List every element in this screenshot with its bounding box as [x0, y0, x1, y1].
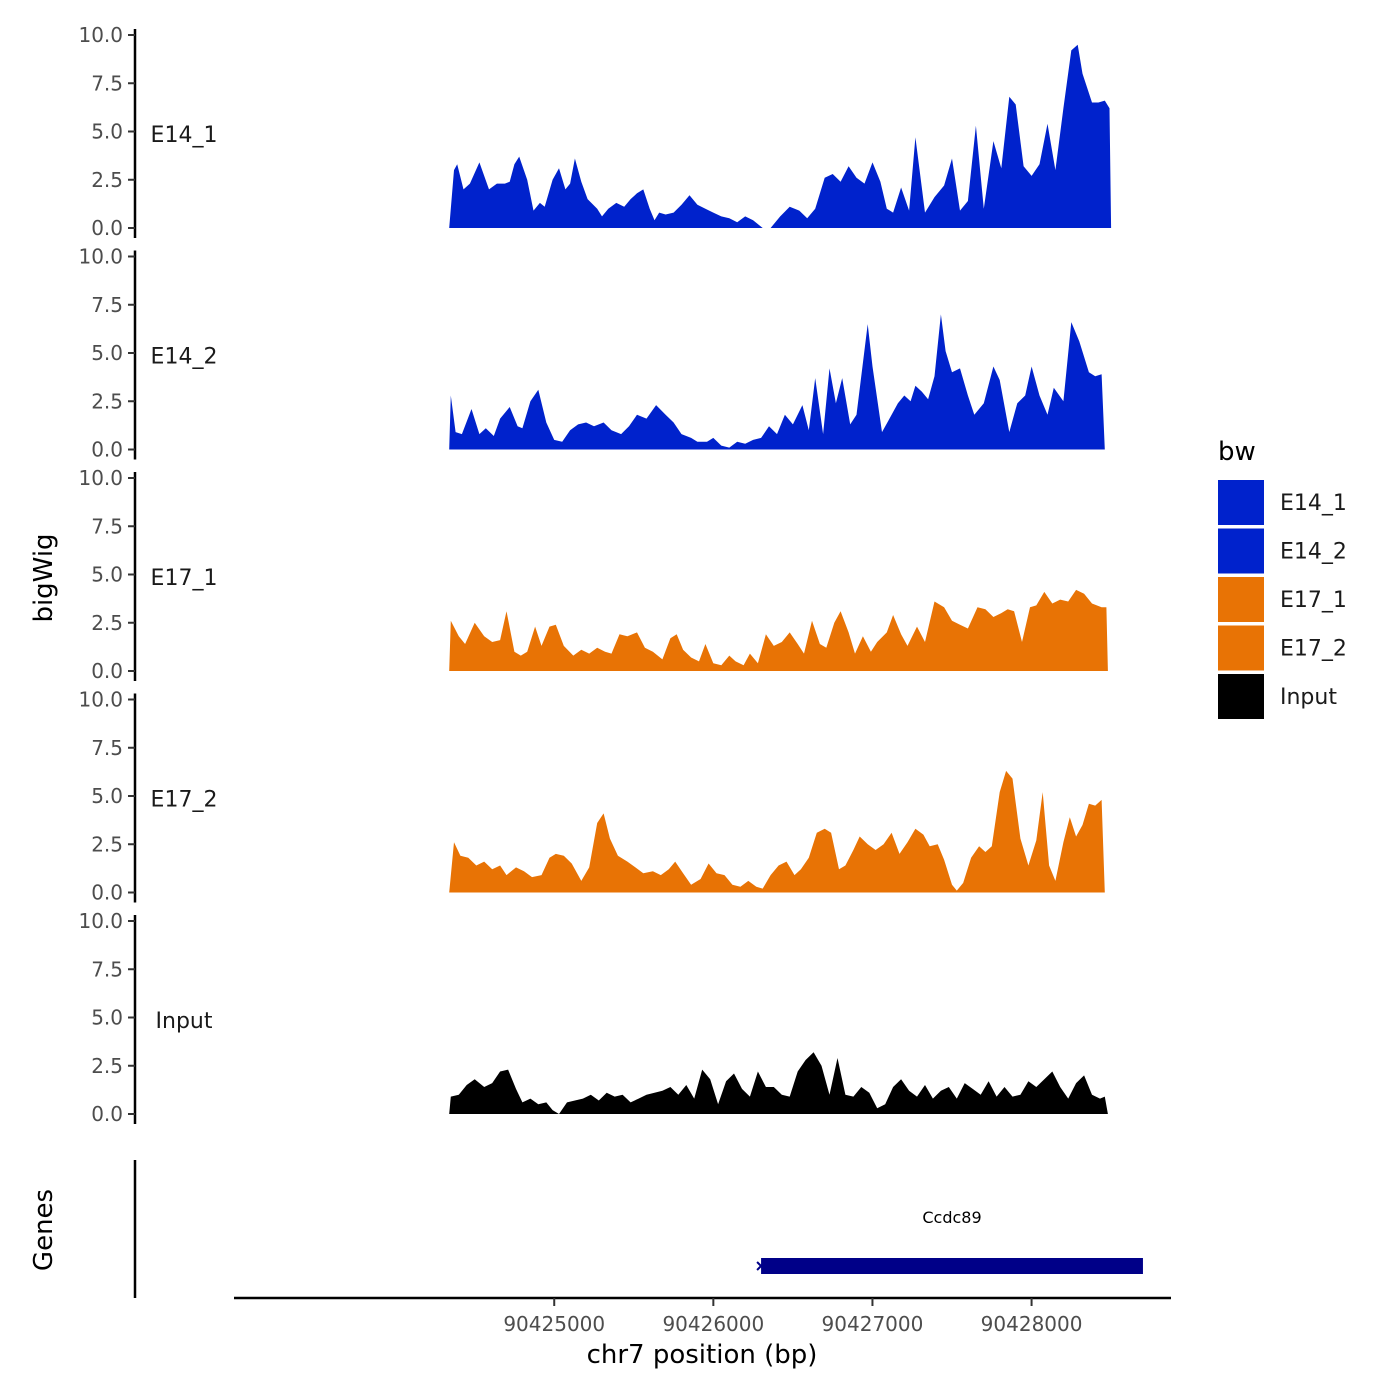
- y-tick-label: 0.0: [91, 881, 123, 905]
- y-tick-label: 5.0: [91, 341, 123, 365]
- y-axis-title: bigWig: [29, 533, 59, 622]
- track-label: E14_2: [151, 345, 218, 370]
- y-tick-label: 5.0: [91, 563, 123, 587]
- genes-track: Genes Ccdc89: [29, 1160, 1143, 1298]
- legend-label: Input: [1280, 685, 1337, 710]
- y-tick-label: 5.0: [91, 120, 123, 144]
- legend-swatch-E14_2: [1218, 528, 1264, 574]
- y-tick-label: 2.5: [91, 1054, 123, 1078]
- y-tick-label: 10.0: [78, 245, 123, 269]
- y-tick-label: 0.0: [91, 438, 123, 462]
- x-tick-label: 90427000: [822, 1312, 924, 1336]
- y-tick-label: 10.0: [78, 909, 123, 933]
- legend-swatch-E17_2: [1218, 625, 1264, 671]
- y-tick-label: 10.0: [78, 466, 123, 490]
- y-tick-label: 0.0: [91, 216, 123, 240]
- legend-swatch-E14_1: [1218, 480, 1264, 525]
- coverage-tracks: 0.0 2.5 5.0 7.5 10.0 E14_1 0.0 2.5 5.0 7.5 10.0 E14…: [78, 23, 1112, 1126]
- x-axis: 90425000 90426000 90427000 90428000: [234, 1296, 1171, 1336]
- track-label: Input: [156, 1009, 213, 1034]
- legend: bw E14_1 E14_2 E17_1 E17_2 Input: [1218, 437, 1347, 719]
- y-tick-label: 10.0: [78, 688, 123, 712]
- track-E17_2: 0.0 2.5 5.0 7.5 10.0 E17_2: [78, 688, 1105, 905]
- track-label: E17_1: [151, 566, 218, 591]
- y-tick-label: 2.5: [91, 168, 123, 192]
- coverage-area-E17_2: [449, 770, 1105, 893]
- coverage-area-E14_1: [449, 44, 1112, 229]
- x-axis-title: chr7 position (bp): [587, 1340, 818, 1370]
- legend-label: E14_1: [1280, 491, 1347, 516]
- coverage-area-Input: [449, 1052, 1108, 1114]
- y-tick-label: 7.5: [91, 736, 123, 760]
- y-tick-label: 2.5: [91, 832, 123, 856]
- x-tick-label: 90426000: [662, 1312, 764, 1336]
- gene-start-marker: [756, 1261, 766, 1271]
- y-tick-label: 2.5: [91, 611, 123, 635]
- y-tick-label: 7.5: [91, 957, 123, 981]
- legend-swatch-E17_1: [1218, 577, 1264, 622]
- genes-track-label: Genes: [29, 1189, 59, 1271]
- coverage-area-E17_1: [449, 589, 1108, 671]
- y-tick-label: 10.0: [78, 23, 123, 47]
- track-E17_1: 0.0 2.5 5.0 7.5 10.0 E17_1: [78, 466, 1108, 683]
- track-Input: 0.0 2.5 5.0 7.5 10.0 Input: [78, 909, 1108, 1126]
- track-label: E17_2: [151, 788, 218, 813]
- y-tick-label: 7.5: [91, 293, 123, 317]
- y-tick-label: 2.5: [91, 389, 123, 413]
- legend-label: E14_2: [1280, 540, 1347, 565]
- gene-body: [761, 1258, 1143, 1274]
- track-E14_1: 0.0 2.5 5.0 7.5 10.0 E14_1: [78, 23, 1112, 240]
- legend-swatch-Input: [1218, 674, 1264, 719]
- coverage-area-E14_2: [449, 314, 1105, 450]
- legend-label: E17_2: [1280, 637, 1347, 662]
- legend-label: E17_1: [1280, 588, 1347, 613]
- y-tick-label: 0.0: [91, 659, 123, 683]
- y-tick-label: 5.0: [91, 784, 123, 808]
- track-label: E14_1: [151, 123, 218, 148]
- x-tick-label: 90428000: [981, 1312, 1083, 1336]
- y-tick-label: 7.5: [91, 71, 123, 95]
- legend-title: bw: [1218, 437, 1256, 467]
- y-tick-label: 7.5: [91, 514, 123, 538]
- y-tick-label: 5.0: [91, 1006, 123, 1030]
- y-tick-label: 0.0: [91, 1102, 123, 1126]
- x-tick-label: 90425000: [503, 1312, 605, 1336]
- track-E14_2: 0.0 2.5 5.0 7.5 10.0 E14_2: [78, 245, 1105, 462]
- gene-label: Ccdc89: [922, 1208, 981, 1227]
